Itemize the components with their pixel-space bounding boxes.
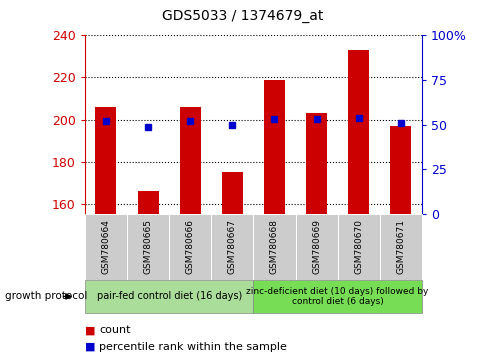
Text: ■: ■ <box>85 342 95 352</box>
Bar <box>137 191 158 214</box>
Text: GSM780668: GSM780668 <box>270 219 278 274</box>
Text: GSM780670: GSM780670 <box>353 219 363 274</box>
Bar <box>221 172 242 214</box>
Text: GSM780667: GSM780667 <box>227 219 236 274</box>
Text: ■: ■ <box>85 325 95 335</box>
Text: count: count <box>99 325 131 335</box>
Bar <box>95 107 116 214</box>
Bar <box>263 80 285 214</box>
Text: GSM780671: GSM780671 <box>395 219 405 274</box>
Text: growth protocol: growth protocol <box>5 291 87 302</box>
Text: GSM780666: GSM780666 <box>185 219 194 274</box>
Bar <box>390 126 410 214</box>
Text: pair-fed control diet (16 days): pair-fed control diet (16 days) <box>96 291 241 302</box>
Text: GSM780664: GSM780664 <box>101 219 110 274</box>
Text: GDS5033 / 1374679_at: GDS5033 / 1374679_at <box>162 9 322 23</box>
Text: GSM780669: GSM780669 <box>312 219 320 274</box>
Text: percentile rank within the sample: percentile rank within the sample <box>99 342 287 352</box>
Bar <box>179 107 200 214</box>
Bar <box>348 50 368 214</box>
Text: GSM780665: GSM780665 <box>143 219 152 274</box>
Bar <box>305 113 327 214</box>
Text: zinc-deficient diet (10 days) followed by
control diet (6 days): zinc-deficient diet (10 days) followed b… <box>246 287 428 306</box>
